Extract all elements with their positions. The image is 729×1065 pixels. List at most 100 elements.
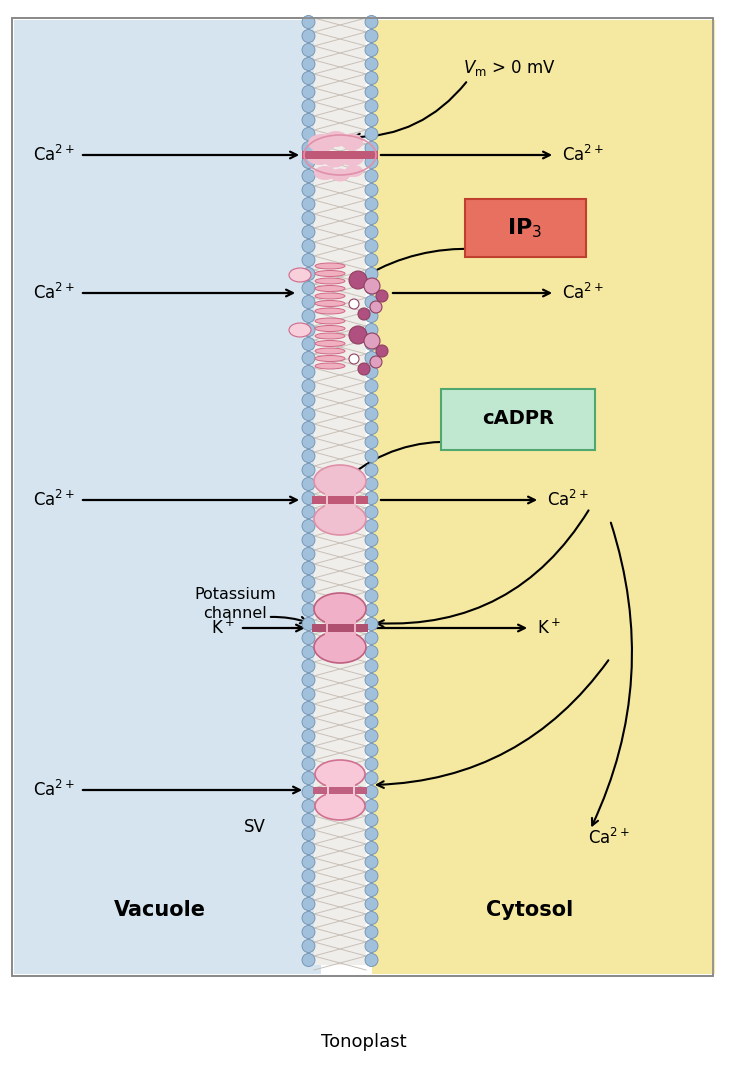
- Ellipse shape: [315, 333, 345, 339]
- Circle shape: [302, 30, 315, 43]
- Bar: [326, 621, 328, 635]
- Circle shape: [302, 771, 315, 785]
- Circle shape: [349, 326, 367, 344]
- Ellipse shape: [314, 166, 336, 180]
- Circle shape: [302, 379, 315, 393]
- Circle shape: [365, 310, 378, 323]
- Circle shape: [302, 828, 315, 840]
- Circle shape: [365, 408, 378, 421]
- Circle shape: [376, 345, 388, 357]
- Circle shape: [302, 506, 315, 519]
- Ellipse shape: [315, 356, 345, 361]
- Ellipse shape: [307, 149, 333, 165]
- Circle shape: [365, 828, 378, 840]
- Circle shape: [302, 575, 315, 589]
- Circle shape: [365, 463, 378, 476]
- Circle shape: [349, 354, 359, 364]
- Circle shape: [365, 16, 378, 29]
- Circle shape: [376, 290, 388, 302]
- Circle shape: [302, 267, 315, 280]
- Circle shape: [365, 422, 378, 435]
- Ellipse shape: [315, 341, 345, 346]
- Circle shape: [365, 855, 378, 868]
- Circle shape: [365, 477, 378, 491]
- Text: Vacuole: Vacuole: [114, 900, 206, 920]
- Circle shape: [365, 869, 378, 883]
- Bar: [353, 784, 355, 796]
- Circle shape: [365, 618, 378, 630]
- Ellipse shape: [324, 152, 346, 167]
- Circle shape: [302, 855, 315, 868]
- Bar: [373, 20, 715, 974]
- Circle shape: [302, 547, 315, 560]
- Ellipse shape: [340, 150, 364, 166]
- Circle shape: [365, 114, 378, 127]
- Circle shape: [365, 169, 378, 182]
- Ellipse shape: [289, 268, 311, 282]
- Circle shape: [302, 128, 315, 141]
- Text: Ca$^{2+}$: Ca$^{2+}$: [562, 145, 604, 165]
- Circle shape: [302, 85, 315, 98]
- Circle shape: [370, 356, 382, 368]
- Circle shape: [302, 841, 315, 854]
- Circle shape: [349, 271, 367, 289]
- Circle shape: [358, 363, 370, 375]
- Circle shape: [365, 365, 378, 378]
- Circle shape: [365, 757, 378, 770]
- Text: Ca$^{2+}$: Ca$^{2+}$: [547, 490, 589, 510]
- Text: $V_{\mathrm{m}}$ > 0 mV: $V_{\mathrm{m}}$ > 0 mV: [463, 58, 556, 78]
- Ellipse shape: [315, 293, 345, 299]
- Circle shape: [365, 351, 378, 364]
- Bar: [312, 496, 368, 504]
- Circle shape: [302, 365, 315, 378]
- Circle shape: [365, 800, 378, 813]
- Ellipse shape: [315, 278, 345, 284]
- Text: IP$_3$: IP$_3$: [507, 216, 542, 240]
- Circle shape: [364, 278, 380, 294]
- Circle shape: [365, 142, 378, 154]
- Circle shape: [365, 183, 378, 197]
- Circle shape: [365, 85, 378, 98]
- Circle shape: [365, 590, 378, 603]
- Ellipse shape: [345, 165, 363, 177]
- Circle shape: [302, 240, 315, 252]
- Bar: [313, 787, 367, 794]
- Circle shape: [365, 44, 378, 56]
- Circle shape: [302, 869, 315, 883]
- Circle shape: [302, 310, 315, 323]
- Text: Tonoplast: Tonoplast: [321, 1033, 407, 1051]
- Circle shape: [302, 814, 315, 826]
- Circle shape: [302, 58, 315, 70]
- Circle shape: [365, 324, 378, 337]
- Circle shape: [302, 44, 315, 56]
- Circle shape: [365, 267, 378, 280]
- Circle shape: [365, 645, 378, 658]
- Circle shape: [365, 436, 378, 448]
- Ellipse shape: [330, 168, 350, 181]
- Ellipse shape: [314, 593, 366, 625]
- Text: Ca$^{2+}$: Ca$^{2+}$: [562, 283, 604, 304]
- Circle shape: [302, 155, 315, 168]
- Text: K$^+$: K$^+$: [211, 619, 235, 638]
- Circle shape: [302, 169, 315, 182]
- Text: Ca$^{2+}$: Ca$^{2+}$: [33, 490, 75, 510]
- Circle shape: [302, 324, 315, 337]
- Bar: [325, 621, 355, 635]
- Circle shape: [302, 16, 315, 29]
- Ellipse shape: [315, 760, 365, 788]
- Circle shape: [302, 730, 315, 742]
- Ellipse shape: [289, 323, 311, 337]
- Circle shape: [302, 688, 315, 701]
- Circle shape: [365, 393, 378, 407]
- Text: Ca$^{2+}$: Ca$^{2+}$: [33, 145, 75, 165]
- Text: SV: SV: [244, 818, 266, 836]
- Circle shape: [365, 30, 378, 43]
- Circle shape: [365, 338, 378, 350]
- Circle shape: [302, 99, 315, 113]
- Circle shape: [365, 939, 378, 952]
- Circle shape: [302, 884, 315, 897]
- Text: Ca$^{2+}$: Ca$^{2+}$: [588, 828, 630, 848]
- Circle shape: [365, 688, 378, 701]
- FancyBboxPatch shape: [441, 389, 595, 450]
- Circle shape: [302, 477, 315, 491]
